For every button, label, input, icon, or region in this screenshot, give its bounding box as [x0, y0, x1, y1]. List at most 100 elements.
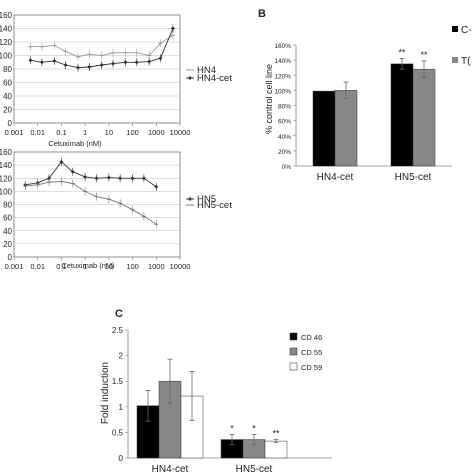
panel-c: C Fold induction 00.511.522.5 * *** HN4-c…	[100, 308, 332, 474]
y-tick-label: 40%	[278, 134, 291, 141]
data-point	[123, 60, 128, 65]
legend-label-hn5: HN5	[197, 194, 216, 205]
y-tick-label: 100	[0, 52, 13, 61]
legend-b: C- T(	[452, 25, 472, 67]
x-tick-label: 10000	[170, 128, 191, 137]
y-tick-label: 40	[3, 227, 12, 236]
legend-label-cd55: CD 55	[301, 348, 322, 357]
data-point	[99, 62, 104, 67]
data-point	[28, 58, 33, 63]
y-tick-label: 60%	[278, 119, 291, 126]
data-point	[154, 184, 159, 189]
legend-marker-hn5	[188, 197, 192, 201]
legend-swatch-cd55	[289, 347, 298, 356]
panel-b: B % control cell line 0% 20% 40% 60% 80% 100%…	[258, 8, 472, 183]
data-point	[111, 61, 116, 66]
x-tick-label: 100	[126, 128, 139, 137]
data-point	[118, 176, 123, 181]
x-axis-label-a1: Cetuximab (nM)	[48, 139, 102, 148]
y-tick-label: 1.5	[112, 377, 124, 386]
data-point	[39, 60, 44, 65]
x-ticks-a1: 0.001 0.01 0.1 1 10 100 1000 10000	[5, 123, 191, 137]
data-point	[76, 65, 81, 70]
bar	[334, 90, 358, 167]
grid-a1	[14, 28, 180, 110]
legend-a2: HN5 HN5-cet	[186, 194, 232, 211]
x-ticks-a2: 0.001 0.01 0.1 1 10 100 1000 10000	[5, 257, 191, 271]
panel-letter-c: C	[115, 308, 123, 320]
data-point	[134, 60, 139, 65]
y-tick-label: 60	[3, 79, 12, 88]
legend-c: CD 46 CD 55 CD 59	[289, 332, 322, 372]
legend-swatch-cd46	[289, 332, 298, 341]
y-tick-label: 100	[0, 187, 13, 196]
data-point	[94, 176, 99, 181]
legend-marker-hn4-cet	[188, 76, 192, 80]
data-point	[158, 56, 163, 61]
y-tick-label: 0	[8, 253, 13, 262]
y-axis-label-b: % control cell line	[264, 64, 274, 134]
legend-a1: HN4 HN4-cet	[186, 65, 232, 84]
category-labels-c: HN4-cet HN5-cet	[152, 464, 273, 474]
data-point	[147, 59, 152, 64]
data-point	[106, 175, 111, 180]
panel-a1: 0 20 40 60 80 100 120 140 160 0.001 0.01 0.1 1 10 100…	[0, 11, 232, 148]
y-tick-label: 120%	[274, 73, 291, 80]
data-point	[59, 159, 64, 164]
category-label: HN4-cet	[317, 172, 354, 183]
y-tick-label: 160	[0, 148, 13, 157]
data-point	[83, 174, 88, 179]
x-tick-label: 10	[105, 128, 113, 137]
bar	[312, 90, 336, 167]
y-tick-label: 60	[3, 214, 12, 223]
legend-label-cd46: CD 46	[301, 333, 322, 342]
y-tick-label: 80%	[278, 104, 291, 111]
y-tick-label: 120	[0, 38, 13, 47]
y-ticks-b: 0% 20% 40% 60% 80% 100% 120% 140% 160%	[274, 43, 296, 171]
category-label: HN5-cet	[236, 464, 273, 474]
bars-c: * ***	[136, 358, 288, 459]
y-tick-label: 1	[119, 403, 124, 412]
legend-label-c: C-	[461, 25, 472, 36]
y-tick-label: 20	[3, 240, 12, 249]
y-axis-label-c: Fold induction	[100, 362, 111, 424]
bar	[412, 68, 436, 167]
legend-label-hn4: HN4	[197, 65, 216, 76]
legend-label-cd59: CD 59	[301, 363, 322, 372]
y-tick-label: 20%	[278, 149, 291, 156]
y-tick-label: 160	[0, 11, 13, 20]
y-tick-label: 160%	[274, 43, 291, 50]
x-tick-label: 1000	[148, 262, 165, 271]
x-tick-label: 0.1	[56, 128, 66, 137]
x-tick-label: 1	[83, 128, 87, 137]
data-point	[70, 169, 75, 174]
bar	[264, 440, 288, 459]
y-tick-label: 140	[0, 25, 13, 34]
x-tick-label: 100	[126, 262, 139, 271]
y-ticks-a2: 0 20 40 60 80 100 120 140 160	[0, 148, 13, 262]
y-tick-label: 2.5	[112, 326, 124, 335]
bar	[390, 63, 414, 167]
category-label: HN4-cet	[152, 464, 189, 474]
y-tick-label: 80	[3, 65, 12, 74]
x-tick-label: 10000	[170, 262, 191, 271]
data-point	[52, 58, 57, 63]
x-axis-label-a2: Cetuximab (nM)	[61, 261, 115, 270]
x-tick-label: 0.01	[30, 128, 45, 137]
y-tick-label: 80	[3, 201, 12, 210]
x-tick-label: 10	[105, 262, 113, 271]
y-tick-label: 40	[3, 92, 12, 101]
legend-label-hn4-cet: HN4-cet	[197, 73, 232, 84]
y-ticks-a1: 0 20 40 60 80 100 120 140 160	[0, 11, 13, 128]
significance-label: **	[272, 429, 280, 439]
data-point	[63, 62, 68, 67]
x-tick-label: 0.01	[30, 262, 45, 271]
legend-swatch-t	[452, 57, 458, 63]
y-tick-label: 100%	[274, 88, 291, 95]
data-point	[170, 26, 175, 31]
category-label: HN5-cet	[395, 172, 432, 183]
series-a2	[23, 157, 159, 229]
y-tick-label: 140	[0, 161, 13, 170]
data-point	[87, 64, 92, 69]
